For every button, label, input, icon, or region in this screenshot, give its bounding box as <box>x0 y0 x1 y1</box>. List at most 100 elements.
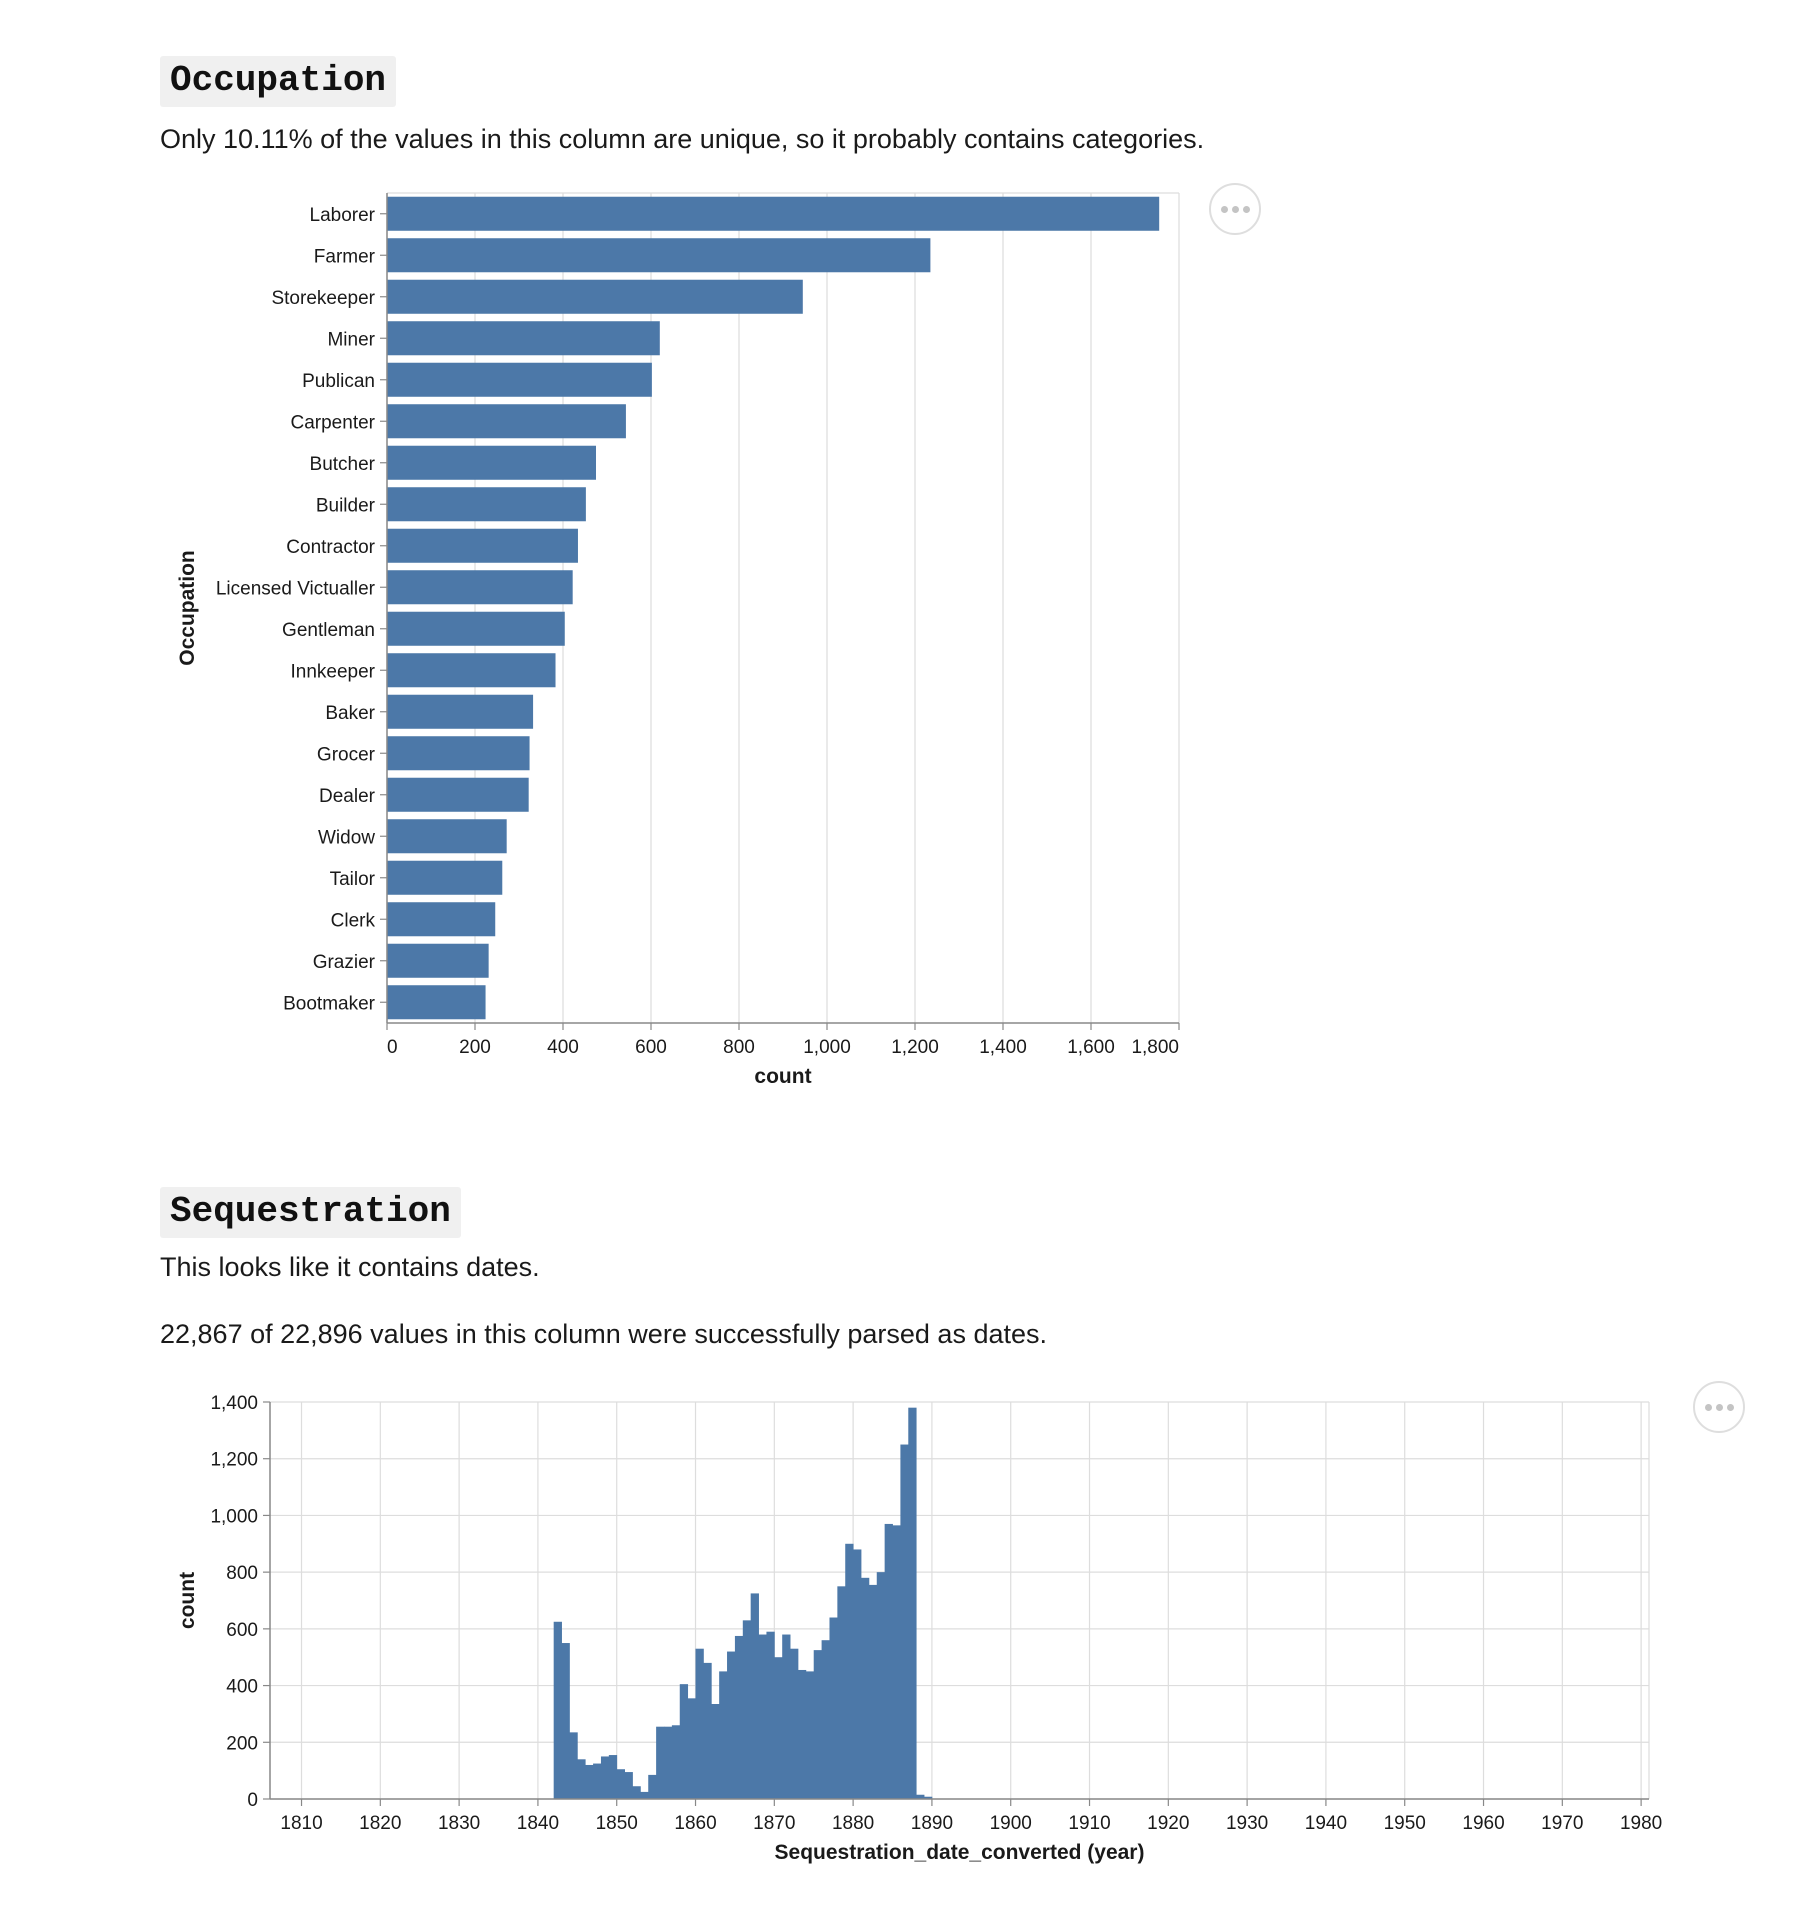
sequestration-section-title: Sequestration <box>160 1187 461 1239</box>
x-tick-label: 1820 <box>359 1813 401 1834</box>
bar-licensed-victualler[interactable] <box>387 570 573 605</box>
histogram-bar-1872[interactable] <box>790 1648 799 1799</box>
histogram-bar-1843[interactable] <box>561 1643 570 1799</box>
histogram-bar-1850[interactable] <box>616 1769 625 1799</box>
histogram-bar-1881[interactable] <box>861 1577 870 1799</box>
x-axis-title: Sequestration_date_converted (year) <box>775 1841 1145 1864</box>
bar-gentleman[interactable] <box>387 611 565 646</box>
x-tick-label: 1920 <box>1147 1813 1189 1834</box>
histogram-bar-1853[interactable] <box>640 1791 649 1799</box>
bar-tailor[interactable] <box>387 860 503 895</box>
histogram-bar-1855[interactable] <box>656 1726 665 1799</box>
histogram-bar-1874[interactable] <box>805 1671 815 1799</box>
occupation-bar-chart: Laborer Farmer Storekeeper Miner Publican Car… <box>176 192 1180 1088</box>
histogram-bar-1851[interactable] <box>624 1772 633 1799</box>
bar-dealer[interactable] <box>387 777 529 812</box>
x-tick-label: 1810 <box>280 1813 322 1834</box>
histogram-bar-1884[interactable] <box>884 1523 893 1799</box>
y-tick-label: Grazier <box>313 952 376 973</box>
histogram-bar-1854[interactable] <box>648 1774 657 1799</box>
bar-farmer[interactable] <box>387 238 931 273</box>
histogram-bar-1880[interactable] <box>853 1549 862 1799</box>
histogram-bar-1871[interactable] <box>782 1634 791 1799</box>
histogram-bar-1844[interactable] <box>569 1732 578 1799</box>
histogram-bar-1859[interactable] <box>687 1698 696 1799</box>
x-tick-label: 600 <box>635 1037 667 1058</box>
histogram-bar-1883[interactable] <box>876 1572 886 1799</box>
bar-grazier[interactable] <box>387 943 489 978</box>
y-tick-label: Butcher <box>310 454 376 475</box>
histogram-bar-1858[interactable] <box>679 1684 689 1799</box>
histogram-bar-1860[interactable] <box>695 1648 704 1799</box>
histogram-bar-1847[interactable] <box>593 1763 602 1799</box>
bar-baker[interactable] <box>387 694 534 729</box>
histogram-bar-1856[interactable] <box>664 1726 673 1799</box>
histogram-bar-1878[interactable] <box>837 1586 846 1799</box>
occupation-description: Only 10.11% of the values in this column… <box>160 124 1205 154</box>
y-tick-label: Builder <box>316 495 376 516</box>
bar-butcher[interactable] <box>387 445 596 480</box>
y-tick-label: 1,200 <box>210 1450 258 1471</box>
histogram-bar-1845[interactable] <box>577 1759 586 1799</box>
histogram-bar-1876[interactable] <box>821 1640 830 1799</box>
histogram-bar-1863[interactable] <box>719 1671 728 1799</box>
histogram-bar-1842[interactable] <box>553 1621 562 1799</box>
x-tick-label: 1950 <box>1384 1813 1426 1834</box>
bar-publican[interactable] <box>387 362 652 397</box>
histogram-bar-1888[interactable] <box>916 1794 925 1799</box>
histogram-bar-1886[interactable] <box>900 1444 909 1799</box>
bar-miner[interactable] <box>387 321 660 356</box>
histogram-bar-1887[interactable] <box>908 1407 917 1799</box>
bar-builder[interactable] <box>387 487 586 522</box>
bar-bootmaker[interactable] <box>387 985 486 1020</box>
sequestration-histogram: 0 200 400 600 800 1,000 1,200 1,400 1810 1820 1830… <box>176 1393 1662 1864</box>
histogram-bar-1848[interactable] <box>600 1756 610 1799</box>
y-tick-label: Carpenter <box>291 412 376 433</box>
x-tick-label: 400 <box>547 1037 579 1058</box>
histogram-bar-1889[interactable] <box>924 1796 933 1799</box>
y-tick-label: Storekeeper <box>271 288 375 309</box>
histogram-bar-1877[interactable] <box>829 1617 838 1799</box>
histogram-bar-1864[interactable] <box>727 1651 736 1799</box>
histogram-bar-1861[interactable] <box>703 1662 712 1799</box>
y-tick-label: Tailor <box>330 869 376 890</box>
x-tick-label: 0 <box>387 1037 398 1058</box>
histogram-bar-1862[interactable] <box>711 1704 720 1799</box>
histogram-bar-1849[interactable] <box>608 1755 618 1799</box>
x-tick-label: 1,200 <box>891 1037 939 1058</box>
histogram-bar-1885[interactable] <box>892 1525 901 1799</box>
y-tick-label: 600 <box>226 1620 258 1641</box>
bar-grocer[interactable] <box>387 736 530 771</box>
bar-contractor[interactable] <box>387 528 578 563</box>
histogram-bar-1875[interactable] <box>813 1650 822 1799</box>
histogram-bar-1867[interactable] <box>750 1593 759 1799</box>
y-tick-label: Dealer <box>319 786 376 807</box>
y-tick-label: Innkeeper <box>290 661 375 682</box>
histogram-bar-1866[interactable] <box>742 1620 752 1799</box>
bar-laborer[interactable] <box>387 196 1160 231</box>
histogram-bar-1857[interactable] <box>671 1725 681 1799</box>
histogram-bar-1865[interactable] <box>734 1635 744 1799</box>
histogram-bar-1869[interactable] <box>766 1631 775 1799</box>
histogram-bar-1852[interactable] <box>632 1786 641 1799</box>
x-tick-label: 1,600 <box>1067 1037 1115 1058</box>
bar-innkeeper[interactable] <box>387 653 556 688</box>
bar-widow[interactable] <box>387 819 507 854</box>
y-tick-label: 400 <box>226 1677 258 1698</box>
chart-actions-button-sequestration[interactable] <box>1693 1381 1745 1433</box>
chart-actions-button-occupation[interactable] <box>1209 183 1261 235</box>
histogram-bar-1868[interactable] <box>758 1634 767 1799</box>
histogram-bar-1882[interactable] <box>868 1584 878 1799</box>
x-tick-label: 1870 <box>753 1813 795 1834</box>
bar-storekeeper[interactable] <box>387 279 803 314</box>
y-tick-label: 1,400 <box>210 1393 258 1414</box>
y-tick-label: Clerk <box>331 910 376 931</box>
y-tick-label: Widow <box>318 827 375 848</box>
x-tick-label: 1830 <box>438 1813 480 1834</box>
bar-clerk[interactable] <box>387 902 496 937</box>
histogram-bar-1873[interactable] <box>797 1669 807 1799</box>
histogram-bar-1870[interactable] <box>774 1657 783 1799</box>
histogram-bar-1846[interactable] <box>585 1764 594 1799</box>
bar-carpenter[interactable] <box>387 404 626 439</box>
histogram-bar-1879[interactable] <box>845 1543 854 1799</box>
